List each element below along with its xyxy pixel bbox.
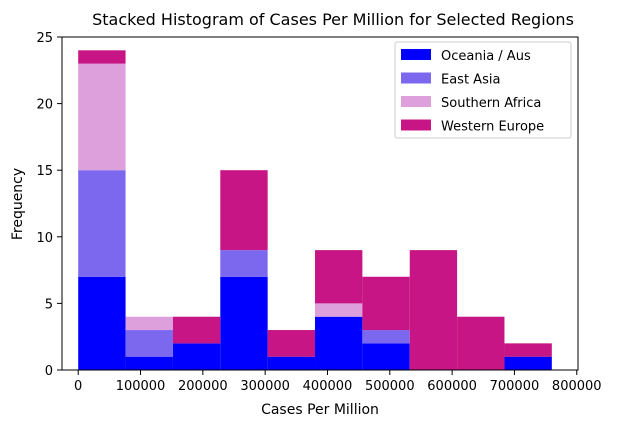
bar-1-1 (125, 330, 173, 357)
bar-1-3 (220, 250, 268, 277)
bars-group (78, 50, 552, 370)
x-tick-label: 400000 (303, 379, 353, 394)
bar-1-6 (362, 330, 410, 344)
bar-3-5 (315, 250, 363, 304)
y-axis-label: Frequency (10, 168, 26, 240)
bar-3-0 (78, 50, 126, 64)
x-tick-label: 700000 (490, 379, 540, 394)
bar-3-7 (409, 250, 458, 370)
legend-swatch (401, 72, 431, 84)
bar-3-4 (267, 330, 316, 357)
bar-0-0 (78, 276, 126, 370)
x-axis-label: Cases Per Million (261, 402, 379, 418)
legend-label: Southern Africa (441, 96, 541, 111)
y-tick-label: 25 (36, 31, 53, 46)
x-tick-label: 800000 (552, 379, 602, 394)
bar-1-0 (78, 170, 126, 277)
x-tick-label: 500000 (365, 379, 415, 394)
bar-0-5 (315, 316, 363, 370)
bar-3-8 (457, 316, 505, 370)
x-tick-label: 100000 (116, 379, 166, 394)
x-tick-label: 600000 (427, 379, 477, 394)
y-tick-label: 10 (36, 231, 53, 246)
bar-0-3 (220, 276, 268, 370)
bar-3-6 (362, 276, 410, 331)
legend-box (394, 41, 572, 139)
bar-2-5 (315, 303, 363, 317)
legend-swatch (401, 49, 431, 60)
legend: Oceania / Aus East Asia Southern Africa Wes… (394, 41, 572, 139)
bar-0-6 (362, 343, 410, 370)
bar-3-3 (220, 170, 268, 251)
bar-0-9 (504, 356, 552, 370)
x-axis-ticks: 0 100000 200000 300000 400000 500000 600000 700… (74, 370, 602, 394)
y-tick-label: 15 (36, 164, 53, 179)
bar-0-4 (267, 356, 316, 370)
bar-3-2 (172, 316, 221, 344)
x-tick-label: 200000 (178, 379, 228, 394)
chart-title: Stacked Histogram of Cases Per Million f… (92, 10, 574, 29)
y-tick-label: 0 (45, 364, 53, 379)
y-tick-label: 5 (45, 297, 53, 312)
y-axis-ticks: 0 5 10 15 20 25 (36, 31, 62, 379)
legend-swatch (401, 119, 431, 131)
legend-label: Oceania / Aus (441, 49, 531, 64)
bar-0-1 (125, 356, 173, 370)
bar-2-0 (78, 63, 126, 171)
y-tick-label: 20 (36, 98, 53, 113)
x-tick-label: 300000 (240, 379, 290, 394)
legend-label: East Asia (441, 73, 500, 88)
x-tick-label: 0 (74, 379, 82, 394)
bar-3-9 (504, 343, 552, 357)
legend-swatch (401, 96, 431, 107)
bar-2-1 (125, 316, 173, 331)
plot-frame (61, 36, 579, 371)
bar-0-2 (172, 343, 221, 370)
legend-label: Western Europe (441, 120, 544, 135)
